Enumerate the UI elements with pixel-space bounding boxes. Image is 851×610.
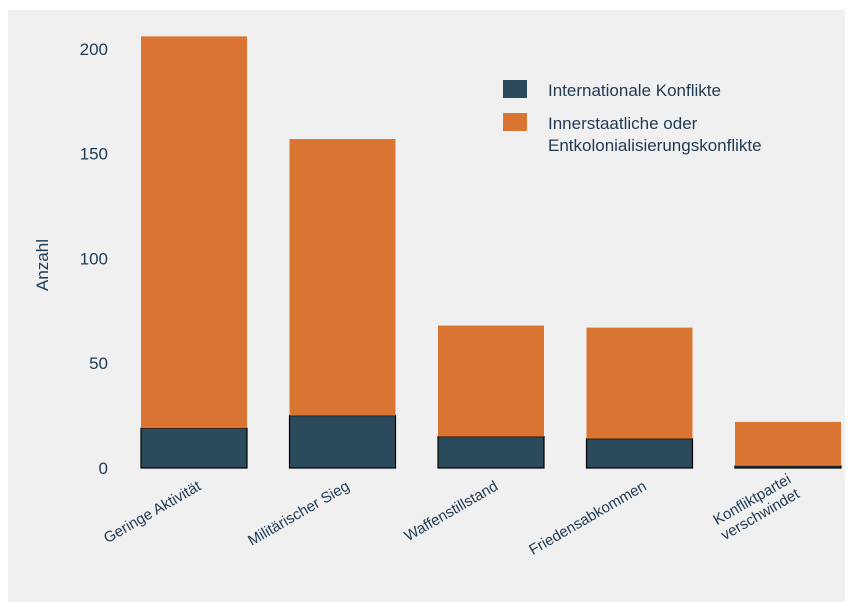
x-axis-labels: Geringe Aktivität Militärischer Sieg Waffe… bbox=[101, 470, 804, 559]
bar-international-2 bbox=[437, 435, 545, 469]
bar-international-1 bbox=[288, 415, 397, 469]
y-tick-label-50: 50 bbox=[89, 354, 108, 373]
x-tick-label-3: Friedensabkommen bbox=[526, 478, 649, 559]
y-tick-label-150: 150 bbox=[80, 145, 108, 164]
legend-swatch-0 bbox=[503, 80, 527, 98]
x-tick-label-4: Konfliktparteiverschwindet bbox=[710, 470, 804, 544]
bars-group bbox=[140, 36, 842, 469]
bar-intrastate-1 bbox=[289, 139, 396, 416]
bar-intrastate-0 bbox=[141, 36, 247, 429]
bar-international-0 bbox=[140, 427, 248, 469]
bar-intrastate-3 bbox=[586, 327, 693, 439]
y-axis-ticks: 0 50 100 150 200 bbox=[80, 40, 108, 478]
bar-international-4 bbox=[734, 465, 842, 469]
legend-label-1: Innerstaatliche oder Entkolonialisierungs… bbox=[548, 114, 762, 155]
bar-intrastate-2 bbox=[438, 325, 544, 437]
bar-intrastate-4 bbox=[735, 421, 841, 466]
y-axis-label: Anzahl bbox=[33, 239, 52, 291]
legend-swatch-1 bbox=[503, 113, 527, 131]
bar-international-3 bbox=[585, 438, 694, 469]
x-tick-label-2: Waffenstillstand bbox=[402, 478, 501, 545]
y-tick-label-200: 200 bbox=[80, 40, 108, 59]
y-tick-label-100: 100 bbox=[80, 249, 108, 268]
x-tick-label-1: Militärischer Sieg bbox=[245, 478, 352, 550]
y-tick-label-0: 0 bbox=[99, 459, 108, 478]
legend: Internationale Konflikte Innerstaatliche … bbox=[503, 80, 762, 155]
legend-label-0: Internationale Konflikte bbox=[548, 81, 721, 100]
x-tick-label-0: Geringe Aktivität bbox=[101, 477, 205, 547]
